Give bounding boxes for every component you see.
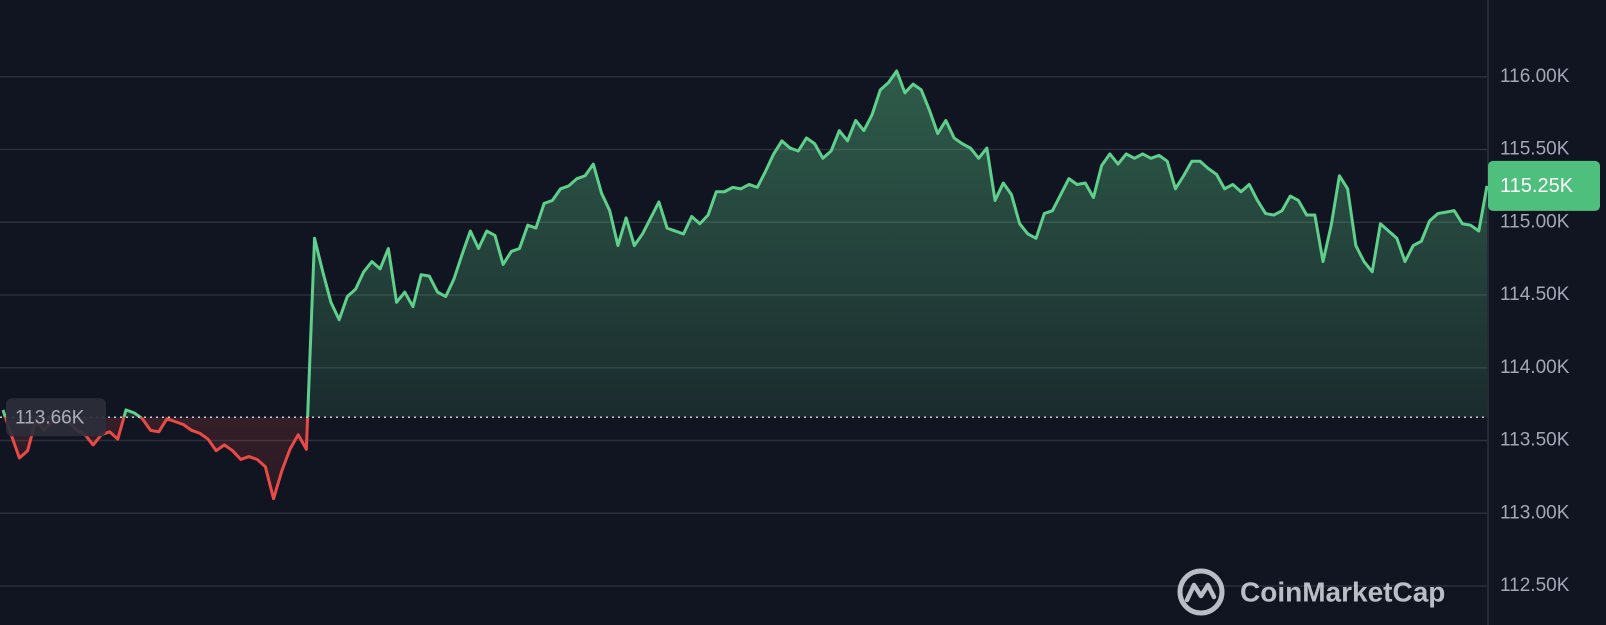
y-tick-label: 115.50K: [1500, 139, 1570, 160]
y-tick-label: 112.50K: [1500, 575, 1570, 596]
baseline-label-box: [6, 398, 106, 437]
price-line-down: [3, 417, 310, 501]
watermark: CoinMarketCap: [1240, 576, 1445, 607]
y-tick-label: 115.00K: [1500, 211, 1570, 232]
area-down: [3, 417, 1487, 499]
y-tick-label: 116.00K: [1500, 66, 1570, 87]
watermark-logo: [1177, 568, 1225, 616]
baseline-label: 113.66K: [15, 407, 85, 428]
y-tick-label: 114.00K: [1500, 357, 1570, 378]
y-tick-label: 113.50K: [1500, 430, 1570, 451]
area-up: [3, 71, 1487, 418]
y-tick-label: 114.50K: [1500, 284, 1570, 305]
last-price-box: [1488, 160, 1600, 211]
y-tick-label: 113.00K: [1500, 502, 1570, 523]
last-price-label: 115.25K: [1500, 175, 1574, 197]
price-line-up: [1, 69, 1488, 418]
